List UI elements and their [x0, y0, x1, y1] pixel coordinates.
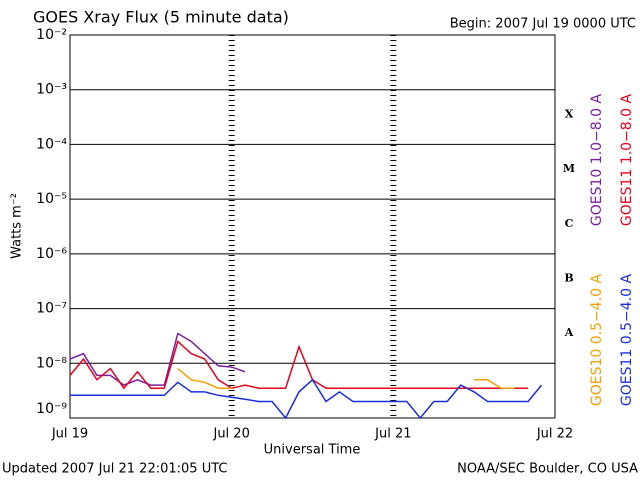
- y-tick-label: 10⁻⁹: [36, 401, 67, 417]
- series-line: [177, 368, 515, 389]
- flare-class: M: [563, 162, 575, 175]
- y-tick-label: 10⁻²: [36, 27, 67, 43]
- flare-class: C: [565, 217, 574, 230]
- flare-class: B: [564, 271, 573, 284]
- chart-title: GOES Xray Flux (5 minute data): [33, 8, 289, 27]
- legend-entry: GOES10 1.0−8.0 A: [589, 94, 605, 227]
- series-line: [70, 378, 543, 420]
- y-tick-label: 10⁻⁸: [36, 355, 67, 371]
- x-axis-label: Universal Time: [264, 443, 361, 458]
- footer-left: Updated 2007 Jul 21 22:01:05 UTC: [2, 462, 227, 477]
- legend-entry: GOES11 0.5−4.0 A: [619, 274, 635, 407]
- x-tick-label: Jul 19: [51, 427, 88, 442]
- series-line: [69, 332, 246, 386]
- flare-class: X: [565, 107, 574, 120]
- flare-class: A: [564, 326, 574, 339]
- x-tick-label: Jul 20: [212, 427, 249, 442]
- y-tick-label: 10⁻⁷: [36, 301, 67, 317]
- y-axis-label: Watts m⁻²: [10, 193, 25, 259]
- chart-subtitle: Begin: 2007 Jul 19 0000 UTC: [450, 17, 636, 32]
- plot-frame: [69, 34, 556, 419]
- legend-entry: GOES11 1.0−8.0 A: [619, 94, 635, 227]
- x-tick-label: Jul 21: [374, 427, 411, 442]
- series-line: [69, 340, 529, 390]
- y-tick-label: 10⁻⁴: [36, 136, 67, 152]
- y-tick-label: 10⁻⁶: [36, 246, 67, 262]
- y-tick-label: 10⁻⁵: [36, 191, 67, 207]
- legend-entry: GOES10 0.5−4.0 A: [589, 274, 605, 407]
- y-tick-label: 10⁻³: [36, 82, 67, 98]
- x-tick-label: Jul 22: [536, 427, 573, 442]
- footer-right: NOAA/SEC Boulder, CO USA: [457, 462, 638, 477]
